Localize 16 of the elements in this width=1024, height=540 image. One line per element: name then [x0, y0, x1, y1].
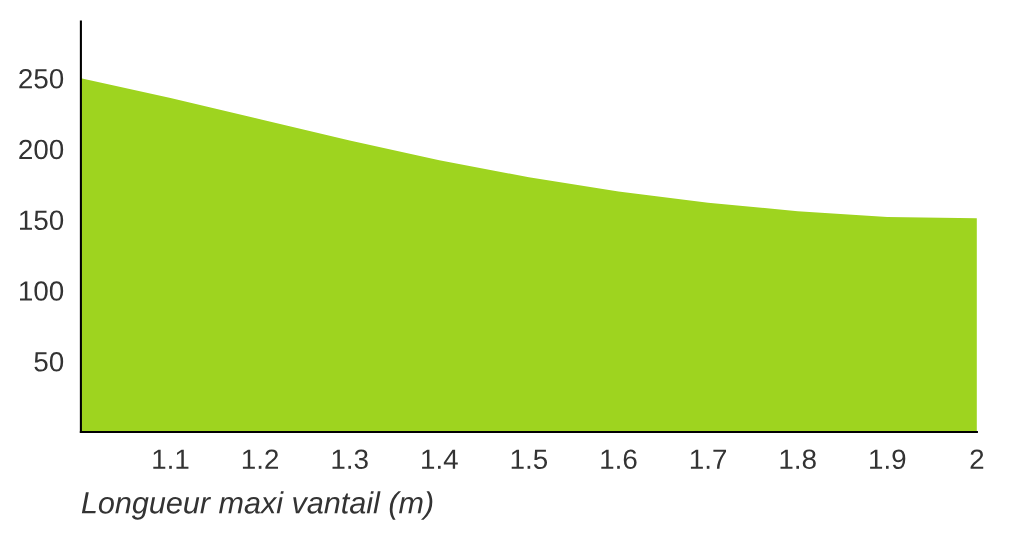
- x-tick-label: 1.4: [422, 449, 458, 469]
- x-tick-label: 1.2: [242, 449, 279, 469]
- y-tick-label: 200: [19, 139, 64, 160]
- x-tick-label: 1.6: [601, 449, 637, 470]
- y-tick-label: 50: [34, 351, 64, 372]
- x-tick-label: 1.5: [511, 449, 548, 470]
- x-tick-label: 1.8: [780, 449, 816, 470]
- x-tick-label: 1.3: [332, 449, 368, 470]
- y-tick-label: 100: [20, 281, 64, 301]
- x-tick-label: 1.7: [690, 449, 727, 469]
- x-tick-label: 1.1: [153, 449, 189, 469]
- x-axis-title: Longueur maxi vantail (m): [81, 491, 433, 520]
- x-tick-label: 1.9: [870, 449, 906, 470]
- y-tick-label: 250: [19, 68, 64, 89]
- x-tick-label: 2: [970, 449, 984, 469]
- y-tick-label: 150: [20, 210, 64, 231]
